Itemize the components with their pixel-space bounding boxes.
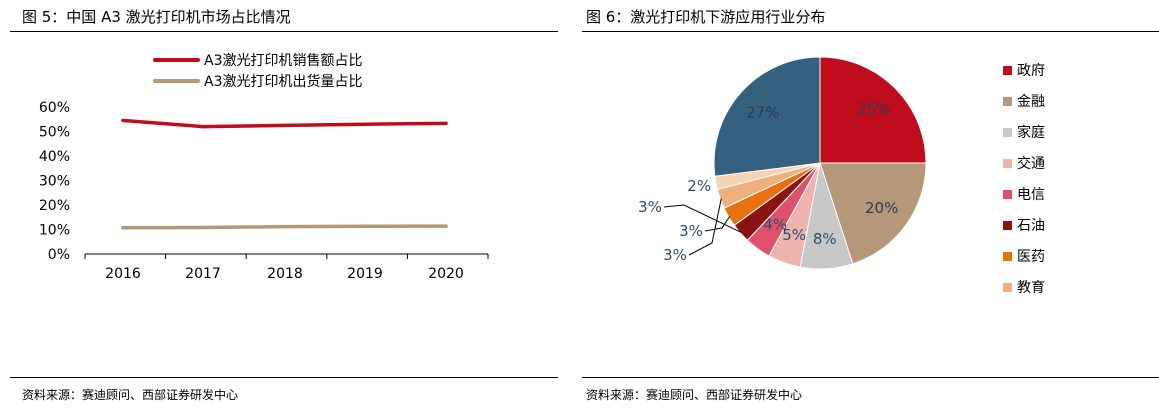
- slice-label: 27%: [746, 104, 779, 122]
- y-tick-label: 60%: [39, 100, 70, 116]
- slice-label: 20%: [865, 199, 898, 217]
- x-tick-label: 2016: [105, 266, 141, 282]
- slice-label: 3%: [638, 198, 662, 216]
- x-tick-label: 2017: [185, 266, 221, 282]
- legend-label: 政府: [1017, 63, 1045, 79]
- x-tick-label: 2019: [347, 266, 383, 282]
- legend-label: 石油: [1017, 218, 1045, 234]
- data-point: [283, 225, 287, 229]
- x-tick-label: 2018: [267, 266, 303, 282]
- slice-label: 3%: [679, 222, 703, 240]
- data-point: [201, 125, 205, 129]
- y-tick-label: 20%: [39, 198, 70, 214]
- leader-line: [688, 198, 722, 256]
- legend-label: 电信: [1017, 187, 1045, 203]
- slice-label: 5%: [782, 226, 806, 244]
- pie-slice: [713, 56, 821, 177]
- line-chart: A3激光打印机销售额占比 A3激光打印机出货量占比 60% 50% 40% 30% 20% 1…: [39, 52, 489, 282]
- data-point: [283, 123, 287, 127]
- legend-label: 交通: [1017, 155, 1045, 172]
- title-rule: [10, 31, 558, 32]
- source-rule: [10, 377, 558, 378]
- data-point: [444, 224, 448, 228]
- title-rule: [582, 31, 1159, 32]
- leader-line: [663, 204, 742, 233]
- legend-label: 教育: [1017, 280, 1045, 296]
- legend-swatch: [1003, 190, 1012, 199]
- legend-label: 家庭: [1017, 124, 1045, 141]
- y-tick-label: 50%: [39, 125, 70, 141]
- source-rule: [582, 377, 1159, 378]
- slice-label: 3%: [663, 246, 687, 264]
- y-tick-label: 40%: [39, 149, 70, 165]
- data-point: [363, 122, 367, 126]
- legend-label: A3激光打印机销售额占比: [204, 52, 362, 69]
- pie-chart-title: 图 6：激光打印机下游应用行业分布: [586, 8, 826, 26]
- data-point: [121, 226, 125, 230]
- source-note: 资料来源：赛迪顾问、西部证券研发中心: [22, 388, 239, 402]
- data-point: [121, 118, 125, 123]
- data-point: [444, 121, 448, 125]
- legend-swatch: [1003, 97, 1012, 106]
- pie-slice: [819, 56, 927, 164]
- data-point: [363, 224, 367, 228]
- legend-swatch: [1003, 252, 1012, 261]
- line-chart-title: 图 5：中国 A3 激光打印机市场占比情况: [22, 8, 291, 26]
- y-tick-label: 30%: [39, 174, 70, 190]
- legend-label: 医药: [1017, 249, 1045, 265]
- legend-swatch: [1003, 66, 1012, 75]
- slice-label: 4%: [763, 216, 787, 234]
- legend-swatch: [1003, 128, 1012, 137]
- pie-slice: [819, 162, 927, 265]
- left-panel: 图 5：中国 A3 激光打印机市场占比情况 A3激光打印机销售额占比 A3激光打印…: [0, 0, 560, 411]
- slice-label: 25%: [857, 100, 890, 118]
- y-tick-label: 0%: [48, 247, 70, 263]
- leader-line: [704, 216, 731, 232]
- source-note: 资料来源：赛迪顾问、西部证券研发中心: [586, 388, 803, 402]
- data-point: [201, 225, 205, 230]
- legend-swatch: [1003, 159, 1012, 168]
- legend-swatch: [1003, 221, 1012, 230]
- legend-swatch: [1003, 283, 1012, 292]
- legend-label: 金融: [1017, 94, 1045, 110]
- x-tick-label: 2020: [428, 266, 464, 282]
- y-tick-label: 10%: [39, 223, 70, 239]
- right-panel: 图 6：激光打印机下游应用行业分布 25% 20% 8% 5% 4% 3% 3% 3% 2% 27…: [582, 0, 1159, 411]
- legend-label: A3激光打印机出货量占比: [204, 73, 362, 90]
- slice-label: 8%: [813, 230, 837, 248]
- slice-label: 2%: [687, 177, 711, 195]
